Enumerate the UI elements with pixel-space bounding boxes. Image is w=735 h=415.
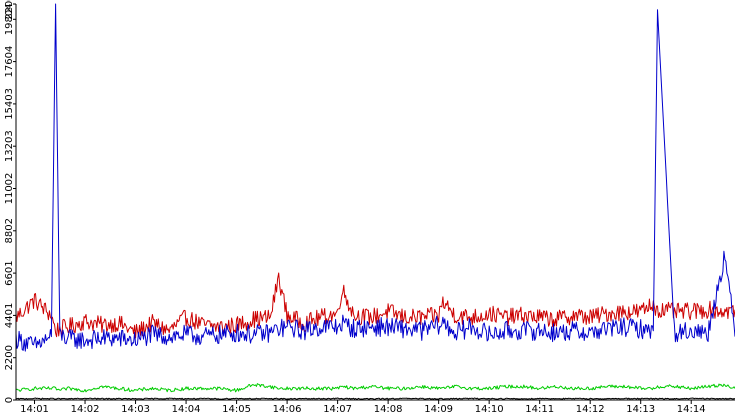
y-tick-label: 13203 [4,130,15,162]
x-tick-label: 14:01 [20,404,49,415]
series-layer [15,3,735,400]
x-tick-label: 14:06 [273,404,302,415]
x-tick-label: 14:09 [424,404,453,415]
x-tick-label: 14:03 [121,404,150,415]
y-tick-label: 15403 [4,88,15,120]
y-tick-label: 19804 [4,3,15,35]
x-tick-label: 14:08 [374,404,403,415]
x-tick-label: 14:11 [525,404,554,415]
y-axis: 0 2200 4401 6601 8802 11002 13203 15403 17604 198… [4,0,17,403]
y-tick-label: 22005 [4,0,15,20]
y-tick-label: 2200 [4,345,15,370]
x-tick-label: 14:14 [677,404,706,415]
y-tick-label: 4401 [4,303,15,328]
x-tick-label: 14:07 [323,404,352,415]
y-tick-label: 6601 [4,260,15,285]
x-tick-label: 14:05 [222,404,251,415]
series-line-1 [15,272,735,339]
x-tick-label: 14:12 [576,404,605,415]
x-axis: 14:01 14:02 14:03 14:04 14:05 14:06 14:07 14:08… [16,399,735,415]
series-line-3 [15,383,735,393]
y-tick-label: 0 [4,397,15,403]
x-tick-label: 14:04 [172,404,201,415]
y-tick-label: 11002 [4,173,15,205]
series-line-2 [15,3,735,352]
x-tick-label: 14:10 [475,404,504,415]
series-line-4 [15,397,735,400]
x-tick-label: 14:02 [71,404,100,415]
x-tick-label: 14:13 [626,404,655,415]
y-tick-label: 8802 [4,218,15,243]
y-tick-label: 17604 [4,46,15,78]
